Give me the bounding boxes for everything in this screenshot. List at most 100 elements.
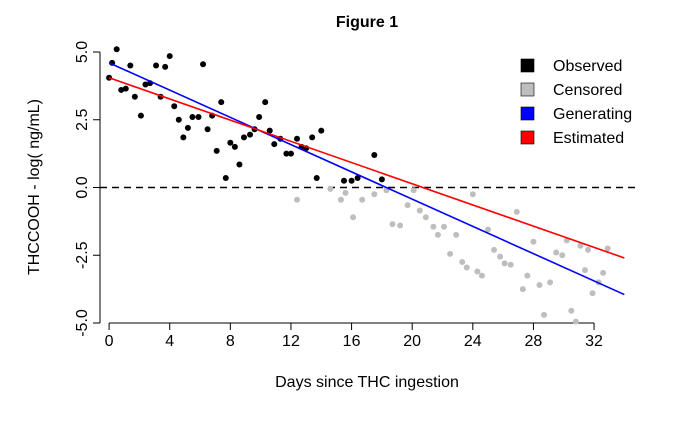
observed-point [340,177,347,184]
observed-point [354,175,361,182]
observed-point [271,141,278,148]
censored-point [389,221,396,228]
censored-point [484,226,491,233]
y-tick-label: -2.5 [74,241,91,269]
observed-point [200,61,207,68]
censored-point [478,272,485,279]
observed-point [131,93,138,100]
censored-point [577,242,584,249]
observed-point [318,127,325,134]
observed-point [184,124,191,131]
censored-point [397,222,404,229]
censored-point [459,259,466,266]
censored-point [600,269,607,276]
censored-point [474,268,481,275]
y-tick-label: 5.0 [74,41,91,63]
censored-point [530,238,537,245]
points-layer [106,46,611,325]
censored-point [453,231,460,238]
observed-point [222,175,229,182]
y-tick-label: 0.0 [74,176,91,198]
observed-point [127,62,134,69]
censored-point [434,231,441,238]
observed-point [137,112,144,119]
observed-point [283,150,290,157]
x-axis-label: Days since THC ingestion [275,374,459,391]
censored-point [541,311,548,318]
observed-point [240,134,247,141]
censored-point [572,318,579,325]
x-tick-label: 32 [585,333,603,350]
censored-point [447,250,454,257]
observed-point [180,134,187,141]
censored-point [342,189,349,196]
censored-point [327,185,334,192]
x-tick-label: 28 [525,333,543,350]
observed-point [371,151,378,158]
censored-point [359,196,366,203]
censored-point [350,214,357,221]
legend-label-generating: Generating [553,106,632,123]
observed-point [309,134,316,141]
observed-point [266,127,273,134]
observed-point [118,86,125,93]
censored-point [507,261,514,268]
observed-point [113,46,120,53]
censored-point [519,286,526,293]
observed-point [227,139,234,146]
censored-point [553,249,560,256]
censored-point [501,260,508,267]
observed-point [213,147,220,154]
censored-point [524,272,531,279]
observed-point [122,85,129,92]
x-tick-label: 8 [226,333,235,350]
x-tick-label: 4 [165,333,174,350]
censored-point [491,246,498,253]
censored-point [584,246,591,253]
generating-line [108,62,625,296]
censored-point [469,191,476,198]
observed-point [256,114,263,121]
x-tick-label: 16 [343,333,361,350]
estimated-line [108,76,625,259]
legend-label-censored: Censored [553,82,622,99]
censored-point [581,267,588,274]
censored-point [568,307,575,314]
observed-point [162,63,169,70]
censored-point [604,245,611,252]
observed-point [236,161,243,168]
observed-point [204,126,211,133]
censored-point [294,196,301,203]
censored-point [559,252,566,259]
y-tick-label: -5.0 [74,309,91,337]
observed-point [175,116,182,123]
legend-swatch-censored [520,82,535,97]
censored-point [404,202,411,209]
lines-layer [108,62,625,296]
legend: Observed Censored Generating Estimated [520,58,632,147]
observed-point [348,177,355,184]
observed-point [294,135,301,142]
censored-point [430,223,437,230]
observed-point [262,99,269,106]
observed-point [171,103,178,110]
legend-swatch-generating [520,106,535,121]
censored-point [463,264,470,271]
observed-point [218,99,225,106]
legend-swatch-estimated [520,130,535,145]
axes: 0 4 8 12 16 20 24 28 32 -5.0 -2.5 0.0 2.5 5.0 [74,41,603,350]
observed-point [231,143,238,150]
legend-label-estimated: Estimated [553,130,624,147]
y-axis-label: THCCOOH - log( ng/mL) [26,99,43,275]
observed-point [153,62,160,69]
x-tick-label: 24 [464,333,482,350]
x-tick-label: 0 [105,333,114,350]
censored-point [337,196,344,203]
censored-point [497,253,504,260]
censored-point [422,214,429,221]
observed-point [189,114,196,121]
censored-point [441,223,448,230]
observed-point [247,131,254,138]
censored-point [371,191,378,198]
